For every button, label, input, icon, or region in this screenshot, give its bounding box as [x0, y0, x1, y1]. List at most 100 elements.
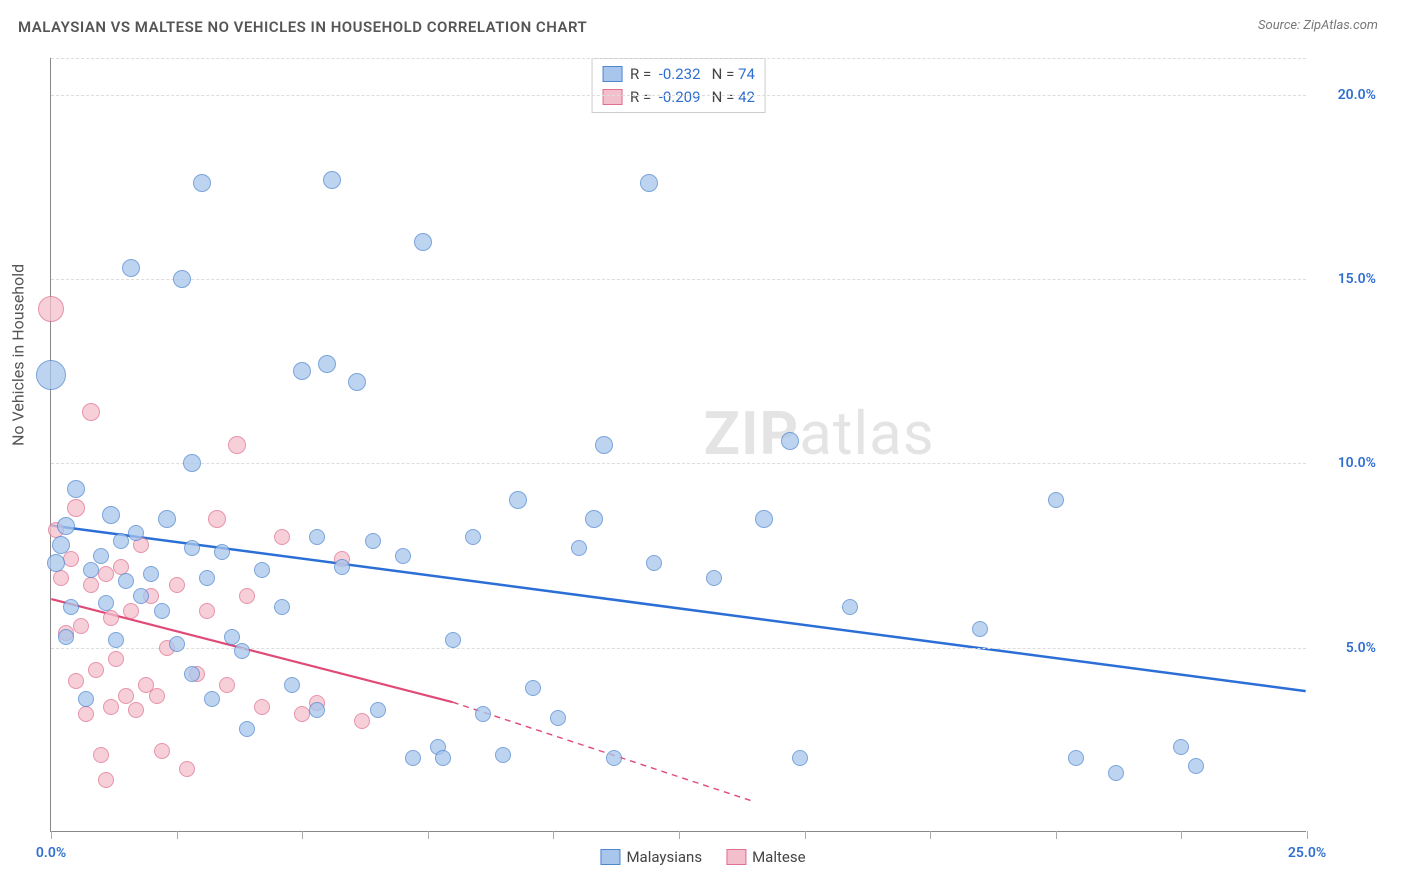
x-tick-label: 0.0% [36, 845, 66, 861]
point-maltese [98, 566, 114, 582]
point-malaysians [465, 529, 481, 545]
legend-stat-text: R = -0.232 N = 74 [630, 63, 755, 86]
swatch-icon [602, 89, 622, 105]
point-malaysians [184, 540, 200, 556]
point-malaysians [405, 750, 421, 766]
point-malaysians [318, 355, 336, 373]
point-malaysians [640, 174, 658, 192]
point-maltese [199, 603, 215, 619]
x-tick [177, 831, 178, 839]
point-malaysians [550, 710, 566, 726]
point-malaysians [595, 436, 613, 454]
point-malaysians [309, 702, 325, 718]
point-malaysians [118, 573, 134, 589]
point-malaysians [239, 721, 255, 737]
legend-item: Maltese [726, 848, 805, 866]
point-malaysians [606, 750, 622, 766]
point-malaysians [509, 491, 527, 509]
point-malaysians [113, 533, 129, 549]
point-malaysians [102, 506, 120, 524]
point-malaysians [78, 691, 94, 707]
point-malaysians [495, 747, 511, 763]
x-tick [1056, 831, 1057, 839]
point-maltese [274, 529, 290, 545]
point-malaysians [706, 570, 722, 586]
point-malaysians [646, 555, 662, 571]
legend-stats-box: R = -0.232 N = 74R = -0.209 N = 42 [591, 58, 766, 113]
legend-stat-row: R = -0.232 N = 74 [602, 63, 755, 86]
x-tick [553, 831, 554, 839]
point-malaysians [309, 529, 325, 545]
x-tick [51, 831, 52, 839]
point-malaysians [334, 559, 350, 575]
swatch-icon [600, 849, 620, 865]
swatch-icon [726, 849, 746, 865]
point-malaysians [293, 362, 311, 380]
point-malaysians [395, 548, 411, 564]
point-malaysians [414, 233, 432, 251]
point-malaysians [193, 174, 211, 192]
swatch-icon [602, 66, 622, 82]
x-tick [302, 831, 303, 839]
point-malaysians [36, 360, 66, 390]
legend-stat-text: R = -0.209 N = 42 [630, 86, 755, 109]
point-maltese [83, 577, 99, 593]
point-malaysians [183, 454, 201, 472]
point-malaysians [93, 548, 109, 564]
legend-bottom: Malaysians Maltese [600, 848, 805, 866]
x-tick [1181, 831, 1182, 839]
point-malaysians [323, 171, 341, 189]
point-malaysians [154, 603, 170, 619]
point-maltese [88, 662, 104, 678]
point-maltese [123, 603, 139, 619]
point-maltese [179, 761, 195, 777]
point-malaysians [781, 432, 799, 450]
point-maltese [68, 673, 84, 689]
point-malaysians [199, 570, 215, 586]
legend-stat-row: R = -0.209 N = 42 [602, 86, 755, 109]
point-malaysians [58, 629, 74, 645]
legend-item: Malaysians [600, 848, 702, 866]
point-malaysians [348, 373, 366, 391]
point-maltese [254, 699, 270, 715]
point-malaysians [274, 599, 290, 615]
x-tick [679, 831, 680, 839]
point-malaysians [755, 510, 773, 528]
point-malaysians [98, 595, 114, 611]
point-malaysians [67, 480, 85, 498]
grid-line [51, 58, 1306, 59]
point-maltese [93, 747, 109, 763]
legend-label: Maltese [752, 848, 805, 866]
point-malaysians [365, 533, 381, 549]
point-malaysians [792, 750, 808, 766]
point-malaysians [214, 544, 230, 560]
point-malaysians [435, 750, 451, 766]
point-maltese [128, 702, 144, 718]
point-malaysians [475, 706, 491, 722]
point-malaysians [122, 259, 140, 277]
point-malaysians [585, 510, 603, 528]
point-maltese [63, 551, 79, 567]
point-maltese [228, 436, 246, 454]
point-malaysians [1188, 758, 1204, 774]
y-tick-label: 20.0% [1316, 87, 1376, 103]
point-maltese [219, 677, 235, 693]
y-axis-label: No Vehicles in Household [9, 264, 28, 446]
grid-line [51, 95, 1306, 96]
point-maltese [208, 510, 226, 528]
y-tick-label: 10.0% [1316, 455, 1376, 471]
point-malaysians [254, 562, 270, 578]
x-tick [805, 831, 806, 839]
point-maltese [53, 570, 69, 586]
point-maltese [154, 743, 170, 759]
legend-label: Malaysians [626, 848, 702, 866]
point-malaysians [169, 636, 185, 652]
point-maltese [38, 296, 64, 322]
point-maltese [169, 577, 185, 593]
grid-line [51, 279, 1306, 280]
point-maltese [103, 610, 119, 626]
point-maltese [98, 772, 114, 788]
point-malaysians [47, 554, 65, 572]
point-maltese [239, 588, 255, 604]
x-tick [1307, 831, 1308, 839]
